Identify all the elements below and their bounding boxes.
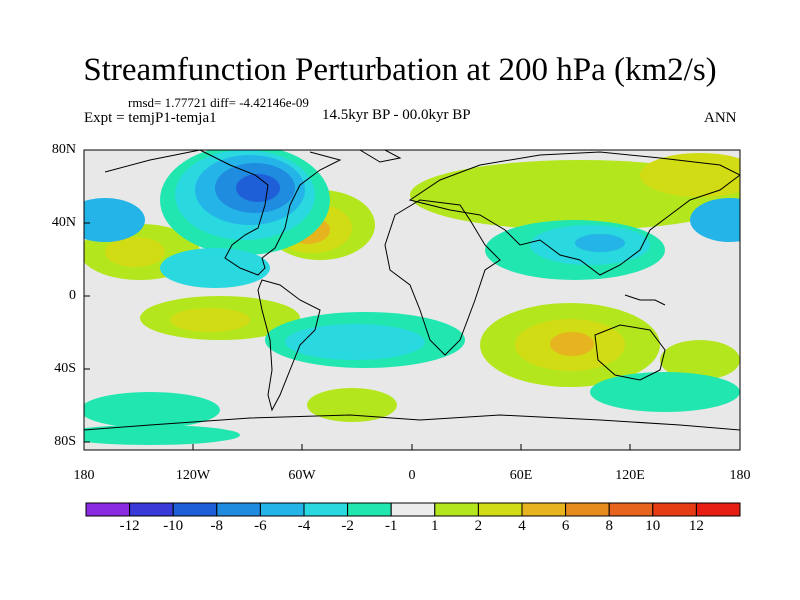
period-label: 14.5kyr BP - 00.0kyr BP <box>322 107 471 123</box>
colorbar-tick-label: -6 <box>254 518 267 534</box>
west-pacific-low <box>84 198 145 242</box>
southern-atlantic-high <box>307 388 397 422</box>
colorbar-tick-label: 8 <box>605 518 613 534</box>
north-america-coast <box>104 150 342 276</box>
colorbar-tick-label: -4 <box>297 518 311 534</box>
plot-title: Streamfunction Perturbation at 200 hPa (… <box>83 52 717 88</box>
colorbar-tick-label: 1 <box>431 518 439 534</box>
north-pacific-high-core <box>105 237 165 267</box>
colorbar-tick-label: -12 <box>119 518 140 534</box>
south-pacific-high-core <box>170 308 250 332</box>
negative-anomalies <box>84 150 740 445</box>
colorbar-tick-label: 6 <box>561 518 570 534</box>
colorbar-tick-label: -1 <box>384 518 398 534</box>
lat-label: 40S <box>54 361 76 376</box>
colorbar-tick-label: -10 <box>163 518 184 534</box>
lat-label: 40N <box>51 215 76 230</box>
lon-label: 180 <box>729 468 751 483</box>
indonesia-coast <box>624 294 666 306</box>
season-label: ANN <box>704 110 737 126</box>
lat-label: 0 <box>69 288 76 303</box>
eurasia-high-core <box>640 153 740 197</box>
colorbar-tick-label: -8 <box>210 518 224 534</box>
colorbar-tick-label: 12 <box>688 518 704 534</box>
lon-label: 180 <box>73 468 95 483</box>
australia-coast <box>594 324 666 381</box>
colorbar-tick-label: -2 <box>341 518 354 534</box>
antarctic-low <box>84 425 240 445</box>
positive-anomalies <box>84 153 740 422</box>
lon-label: 60W <box>288 468 316 483</box>
stats-text: rmsd= 1.77721 diff= -4.42146e-09 <box>128 95 309 110</box>
south-atlantic-low-core <box>285 324 425 360</box>
colorbar-tick-label: 2 <box>474 518 483 534</box>
antarctica-coast <box>84 414 740 431</box>
asia-low-core <box>575 234 625 252</box>
eurasia-coast <box>408 151 740 276</box>
coastlines <box>84 150 740 431</box>
north-america-low-core <box>236 174 280 202</box>
experiment-label: Expt = temjP1-temja1 <box>84 110 217 126</box>
central-pacific-low <box>160 248 270 288</box>
lon-label: 60E <box>509 468 533 483</box>
east-edge-low <box>690 198 740 242</box>
colorbar-tick-label: 4 <box>518 518 526 534</box>
indian-ocean-high-core <box>550 332 594 356</box>
south-pacific-east-high <box>660 340 740 380</box>
lon-label: 120W <box>175 468 211 483</box>
lon-label: 120E <box>615 468 645 483</box>
southern-pacific-low <box>84 392 220 428</box>
south-america-coast <box>257 279 321 412</box>
contour-fill-layer <box>84 150 740 445</box>
lon-label: 0 <box>408 468 416 483</box>
lat-label: 80S <box>54 434 76 449</box>
lat-label: 80N <box>51 142 76 157</box>
southern-indian-low <box>590 372 740 412</box>
axis-ticks <box>83 149 741 450</box>
colorbar-tick-label: 10 <box>645 518 661 534</box>
greenland-coast <box>359 150 402 163</box>
